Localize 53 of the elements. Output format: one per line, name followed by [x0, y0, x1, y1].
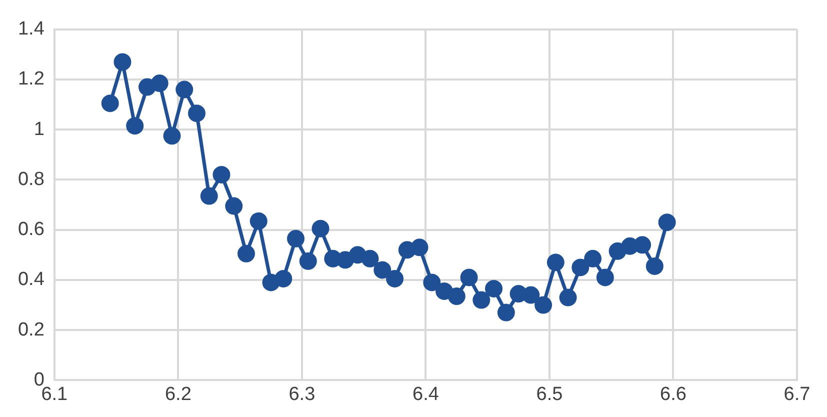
- point: [274, 270, 292, 288]
- point: [559, 288, 577, 306]
- point: [126, 117, 144, 135]
- point: [250, 212, 268, 230]
- point: [163, 127, 181, 145]
- y-tick-label: 0.8: [18, 168, 44, 190]
- point: [546, 254, 564, 272]
- point: [238, 244, 255, 262]
- point: [361, 250, 379, 268]
- point: [212, 166, 230, 184]
- point: [596, 268, 614, 286]
- y-tick-label: 0.2: [18, 319, 44, 340]
- x-tick-label: 6.7: [784, 384, 810, 405]
- x-tick-label: 6.2: [164, 384, 192, 405]
- y-tick-label: 0.4: [18, 269, 45, 290]
- point: [646, 257, 664, 275]
- point: [188, 104, 206, 122]
- point: [534, 296, 552, 314]
- point: [225, 197, 243, 215]
- x-tick-label: 6.1: [41, 384, 68, 405]
- point: [101, 94, 119, 112]
- x-tick-label: 6.4: [412, 384, 440, 405]
- point: [176, 80, 194, 98]
- y-tick-label: 1.2: [18, 68, 44, 90]
- x-tick-label: 6.5: [536, 384, 563, 405]
- point: [423, 274, 441, 292]
- y-tick-label: 0.6: [18, 219, 44, 240]
- point: [312, 220, 330, 238]
- x-tick-label: 6.3: [288, 384, 316, 405]
- point: [410, 238, 428, 256]
- point: [522, 286, 540, 304]
- y-tick-label: 1.4: [18, 18, 45, 40]
- point: [287, 230, 305, 248]
- point: [658, 214, 676, 232]
- point: [114, 53, 132, 71]
- point: [150, 74, 168, 92]
- point: [299, 252, 317, 270]
- point: [436, 282, 454, 300]
- point: [386, 270, 404, 288]
- y-tick-label: 1: [34, 118, 44, 140]
- point: [472, 291, 490, 309]
- point: [460, 268, 478, 286]
- point: [200, 187, 218, 205]
- point: [584, 250, 602, 268]
- x-tick-label: 6.6: [660, 384, 686, 405]
- point: [497, 304, 515, 322]
- point: [608, 242, 626, 260]
- point: [448, 288, 466, 306]
- point: [572, 258, 590, 276]
- point: [634, 236, 652, 254]
- point: [485, 280, 503, 298]
- point: [374, 261, 392, 279]
- point: [336, 251, 354, 269]
